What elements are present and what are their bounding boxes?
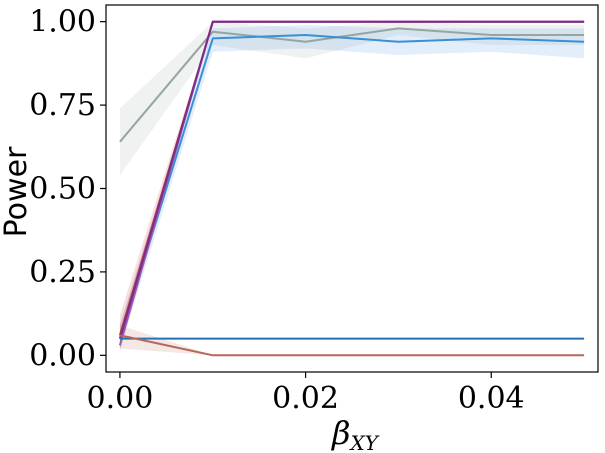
y-tick-label: 0.75 bbox=[29, 88, 96, 123]
x-axis-label: βXY bbox=[331, 414, 380, 453]
confidence-bands bbox=[119, 21, 585, 356]
series-2-line bbox=[118, 34, 585, 339]
y-tick-label: 0.00 bbox=[29, 338, 96, 373]
series-7-line bbox=[119, 334, 585, 357]
x-tick-label: 0.02 bbox=[272, 381, 339, 416]
x-axis-ticks: 0.00 0.02 0.04 bbox=[87, 372, 525, 416]
x-tick-label: 0.04 bbox=[458, 381, 525, 416]
series-1-band bbox=[119, 21, 585, 176]
series-1-line bbox=[119, 27, 585, 143]
y-tick-label: 1.00 bbox=[29, 5, 96, 40]
y-tick-label: 0.50 bbox=[29, 172, 96, 207]
y-tick-label: 0.25 bbox=[29, 255, 96, 290]
x-tick-label: 0.00 bbox=[87, 381, 154, 416]
series-lines bbox=[118, 20, 585, 357]
y-axis-label: Power bbox=[0, 146, 34, 237]
series-5-line bbox=[118, 20, 585, 339]
x-axis-label-subscript: XY bbox=[349, 431, 380, 453]
y-axis-ticks: 0.00 0.25 0.50 0.75 1.00 bbox=[29, 5, 106, 373]
x-axis-label-main: β bbox=[331, 414, 351, 452]
